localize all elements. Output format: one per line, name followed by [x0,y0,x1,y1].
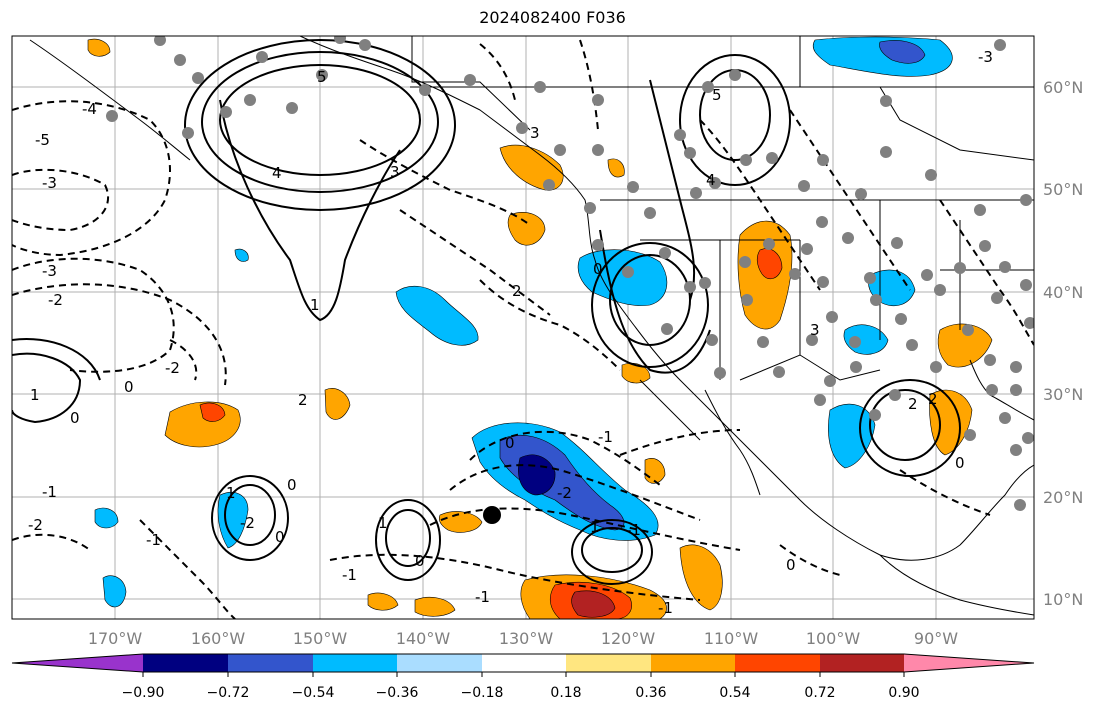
svg-text:0: 0 [505,434,515,452]
svg-text:0: 0 [287,476,297,494]
svg-text:0: 0 [786,556,796,574]
svg-text:-2: -2 [557,484,572,502]
svg-text:50°N: 50°N [1043,180,1083,199]
svg-text:3: 3 [390,163,400,181]
svg-text:60°N: 60°N [1043,78,1083,97]
longitude-labels: 170°W 160°W 150°W 140°W 130°W 120°W 110°… [88,629,958,648]
svg-text:-1: -1 [42,483,57,501]
svg-text:2: 2 [928,390,938,408]
svg-text:110°W: 110°W [704,629,759,648]
svg-text:-1: -1 [626,521,641,539]
map-title: 2024082400 F036 [479,8,626,27]
svg-text:0: 0 [275,528,285,546]
svg-text:-1: -1 [146,531,161,549]
colorbar-bin [735,654,820,672]
svg-text:140°W: 140°W [396,629,451,648]
svg-text:30°N: 30°N [1043,385,1083,404]
colorbar: −0.90 −0.72 −0.54 −0.36 −0.18 0.18 0.36 … [11,653,1035,701]
svg-text:4: 4 [706,171,716,189]
svg-text:150°W: 150°W [293,629,348,648]
svg-text:2: 2 [298,391,308,409]
colorbar-bin [228,654,313,672]
svg-text:0.36: 0.36 [635,685,666,701]
colorbar-bin [143,654,228,672]
svg-text:40°N: 40°N [1043,283,1083,302]
svg-text:0.54: 0.54 [719,685,750,701]
colorbar-high-extend [904,654,1034,672]
negative-contours [12,39,1034,619]
station-markers [106,36,1034,511]
svg-text:-1: -1 [475,588,490,606]
svg-text:4: 4 [272,164,282,182]
svg-text:0.18: 0.18 [550,685,581,701]
storm-position-marker [483,506,501,524]
svg-text:1: 1 [378,514,388,532]
svg-text:-3: -3 [42,262,57,280]
svg-text:1: 1 [226,484,236,502]
svg-text:-5: -5 [35,131,50,149]
svg-text:3: 3 [810,321,820,339]
svg-text:160°W: 160°W [191,629,246,648]
svg-text:100°W: 100°W [806,629,861,648]
colorbar-bin [566,654,651,672]
positive-contours [12,39,961,585]
svg-text:-1: -1 [342,566,357,584]
colorbar-bin [397,654,482,672]
svg-text:2: 2 [908,395,918,413]
svg-text:−0.36: −0.36 [376,685,419,701]
colorbar-low-extend [12,654,143,672]
coastlines [29,36,1034,616]
svg-text:5: 5 [317,68,327,86]
svg-text:120°W: 120°W [601,629,656,648]
svg-text:-2: -2 [28,516,43,534]
svg-text:2: 2 [512,282,522,300]
svg-text:-3: -3 [42,174,57,192]
colorbar-bin [651,654,735,672]
svg-text:-1: -1 [598,428,613,446]
svg-text:0.90: 0.90 [888,685,919,701]
svg-text:5: 5 [712,86,722,104]
svg-text:0: 0 [593,260,603,278]
svg-text:-1: -1 [658,599,673,617]
svg-text:-2: -2 [240,514,255,532]
svg-text:90°W: 90°W [914,629,958,648]
latitude-labels: 60°N 50°N 40°N 30°N 20°N 10°N [1043,78,1083,609]
colorbar-bin [313,654,397,672]
svg-text:10°N: 10°N [1043,590,1083,609]
negative-anomaly-peak [518,454,556,496]
svg-text:0: 0 [124,378,134,396]
svg-text:1: 1 [590,518,600,536]
contour-labels: -4 -5 -3 -3 -2 -1 -2 5 4 3 3 1 2 0 -2 -1… [28,48,993,617]
colorbar-tick-labels: −0.90 −0.72 −0.54 −0.36 −0.18 0.18 0.36 … [122,685,920,701]
map-frame [11,35,1035,620]
svg-text:-2: -2 [48,291,63,309]
svg-text:0: 0 [415,552,425,570]
svg-text:−0.54: −0.54 [292,685,335,701]
colorbar-bin [482,654,566,672]
svg-text:−0.18: −0.18 [461,685,504,701]
svg-text:170°W: 170°W [88,629,143,648]
shaded-anomalies [87,36,993,619]
svg-text:3: 3 [530,124,540,142]
negative-anomaly-california [577,249,668,306]
svg-text:130°W: 130°W [499,629,554,648]
colorbar-bin [820,654,904,672]
svg-text:1: 1 [310,296,320,314]
svg-text:0: 0 [70,409,80,427]
svg-text:0: 0 [955,454,965,472]
svg-text:-3: -3 [978,48,993,66]
svg-text:-2: -2 [165,359,180,377]
svg-text:1: 1 [30,386,40,404]
svg-text:−0.90: −0.90 [122,685,165,701]
svg-text:0.72: 0.72 [804,685,835,701]
svg-text:-4: -4 [82,100,97,118]
svg-text:20°N: 20°N [1043,488,1083,507]
svg-text:−0.72: −0.72 [207,685,250,701]
